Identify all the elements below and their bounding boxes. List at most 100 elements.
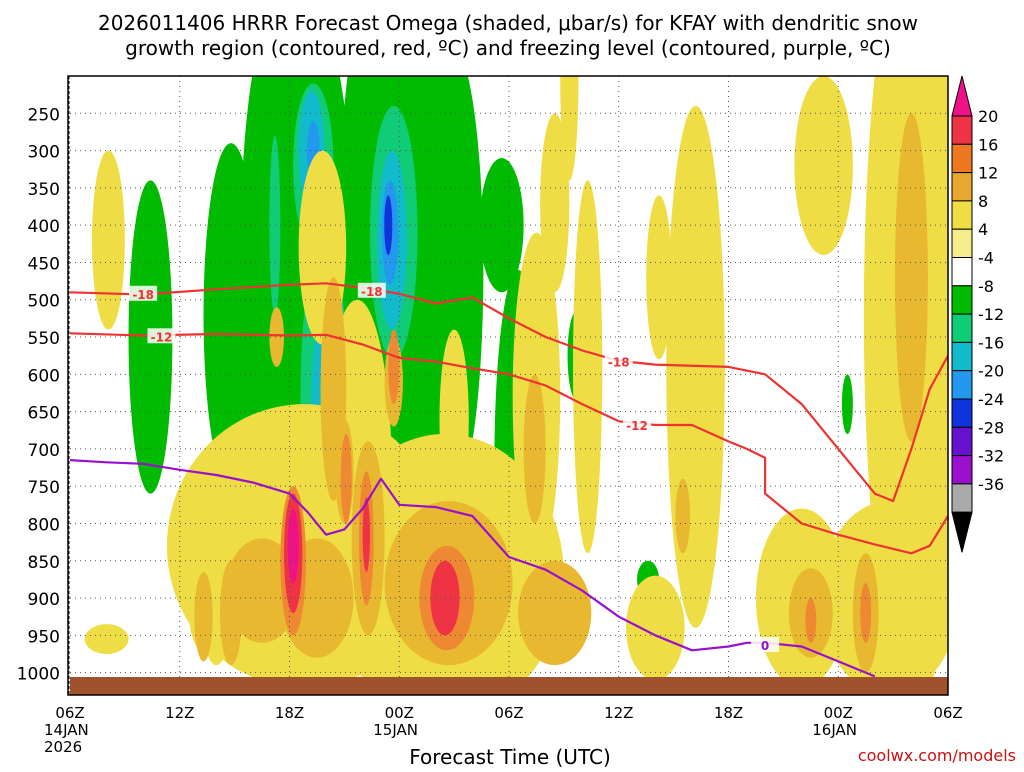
- y-tick-label: 900: [28, 590, 60, 610]
- x-tick-label: 16JAN: [812, 721, 857, 739]
- colorbar-label: -36: [978, 475, 1004, 494]
- colorbar-segment: [951, 285, 973, 315]
- omega-region-12: [805, 598, 817, 643]
- plot-frame: [67, 75, 949, 696]
- colorbar-label: -12: [978, 305, 1004, 324]
- y-tick-label: 800: [28, 515, 60, 535]
- x-tick-label: 06Z: [494, 704, 523, 722]
- omega-shading-layer: [84, 76, 948, 695]
- colorbar-label: -28: [978, 418, 1004, 437]
- y-tick-label: 700: [28, 441, 60, 461]
- colorbar-segment: [951, 143, 973, 174]
- isotherm-label-bg: [357, 282, 386, 298]
- x-tick-label: 06Z: [933, 704, 962, 722]
- isotherm-line: [69, 282, 948, 503]
- colorbar-segment: [951, 398, 973, 428]
- isotherm-label-bg: [623, 417, 652, 433]
- colorbar-label: 16: [978, 135, 998, 154]
- x-tick-label: 00Z: [385, 704, 414, 722]
- omega-region-8: [894, 113, 928, 442]
- x-tick-label: 18Z: [714, 704, 743, 722]
- omega-region-4: [819, 501, 948, 695]
- omega-region-4: [84, 624, 129, 654]
- y-tick-label: 600: [28, 366, 60, 386]
- colorbar-segment: [951, 115, 973, 145]
- omega-region-16: [362, 497, 370, 572]
- isotherm-label: -18: [361, 285, 383, 299]
- y-tick-label: 450: [28, 254, 60, 274]
- omega-region-8: [675, 478, 691, 554]
- omega-region-12: [340, 433, 352, 524]
- y-axis-tick-labels: 250 300 350 400 450 500 550 600 650 700 750 800 850 9…: [17, 105, 60, 684]
- isotherm-label-bg: [751, 637, 780, 653]
- colorbar-label: 20: [978, 107, 998, 126]
- colorbar-label: -24: [978, 390, 1004, 409]
- colorbar-label: -32: [978, 447, 1004, 466]
- credit-link[interactable]: coolwx.com/models: [858, 746, 1016, 765]
- y-tick-label: 550: [28, 329, 60, 349]
- colorbar-segment: [951, 257, 973, 287]
- omega-region--4: [479, 158, 524, 293]
- colorbar-segment: [951, 426, 973, 457]
- y-tick-label: 950: [28, 627, 60, 647]
- omega-region-8: [518, 560, 592, 666]
- colorbar-label: -16: [978, 333, 1004, 352]
- omega-region-8: [194, 571, 213, 662]
- y-tick-label: 650: [28, 404, 60, 424]
- x-tick-label: 00Z: [824, 704, 853, 722]
- colorbar-label: 12: [978, 164, 998, 183]
- colorbar-label: -4: [978, 249, 994, 268]
- colorbar-segment: [951, 313, 973, 343]
- x-tick-label: 2026: [44, 738, 82, 756]
- omega-region-8: [219, 560, 242, 666]
- x-tick-label: 12Z: [165, 704, 194, 722]
- omega-region-4: [439, 329, 469, 509]
- omega-region-12: [388, 329, 400, 405]
- y-tick-label: 750: [28, 478, 60, 498]
- colorbar-top-arrow: [951, 75, 973, 117]
- x-tick-label: 14JAN: [44, 721, 89, 739]
- x-tick-label: 18Z: [275, 704, 304, 722]
- colorbar-segment: [951, 200, 973, 230]
- omega-region-8: [269, 307, 285, 367]
- colorbar-bottom-arrow: [951, 511, 973, 553]
- y-tick-label: 300: [28, 143, 60, 163]
- omega-region-4: [91, 150, 125, 330]
- isotherm-label: 0: [761, 639, 769, 653]
- colorbar-segment: [951, 370, 973, 400]
- chart-title-line-2: growth region (contoured, red, ºC) and f…: [125, 36, 891, 60]
- x-tick-label: 15JAN: [373, 721, 418, 739]
- grid-lines: [70, 76, 948, 695]
- isotherm-label: -18: [608, 356, 630, 370]
- colorbar-label: 8: [978, 192, 988, 211]
- isotherm-label: -12: [151, 330, 173, 344]
- x-tick-label: 12Z: [604, 704, 633, 722]
- colorbar: 20 16 12 8 4 -4 -8 -12 -16 -20 -24 -28 -32 -36: [951, 75, 1004, 553]
- isotherm-label-bg: [147, 328, 176, 344]
- colorbar-label: -8: [978, 277, 994, 296]
- y-tick-label: 350: [28, 180, 60, 200]
- omega-region-4: [794, 76, 853, 255]
- y-tick-label: 500: [28, 292, 60, 312]
- omega-region-16: [430, 560, 460, 636]
- contour-layer: -18 -18 -18 -12 -12 0: [69, 282, 948, 678]
- omega-region--20: [384, 195, 393, 255]
- colorbar-label: 4: [978, 220, 988, 239]
- colorbar-segment: [951, 483, 973, 513]
- chart-title-line-1: 2026011406 HRRR Forecast Omega (shaded, …: [98, 11, 918, 35]
- omega-region-4: [646, 195, 672, 360]
- colorbar-segment: [951, 341, 973, 372]
- y-tick-label: 850: [28, 553, 60, 573]
- isotherm-line: [69, 459, 876, 678]
- isotherm-label-bg: [129, 285, 158, 301]
- y-tick-label: 1000: [17, 665, 60, 685]
- omega-region-4: [626, 575, 685, 681]
- colorbar-label: -20: [978, 362, 1004, 381]
- isotherm-label: -12: [626, 419, 648, 433]
- colorbar-segment: [951, 228, 973, 258]
- isotherm-label: -18: [132, 288, 154, 302]
- terrain-ground: [70, 677, 948, 695]
